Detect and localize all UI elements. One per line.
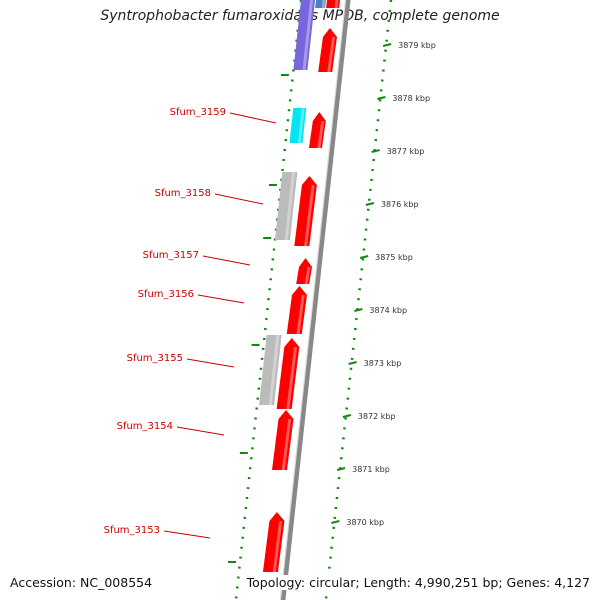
topology-text: Topology: circular; Length: 4,990,251 bp…	[244, 575, 592, 590]
kbp-tick-mark	[331, 520, 340, 524]
kbp-tick-label: 3876 kbp	[381, 200, 419, 209]
outer-dotted-track	[324, 0, 393, 600]
gene-label-leader	[229, 112, 277, 124]
kbp-tick-label: 3879 kbp	[398, 41, 436, 50]
gene-red-3155	[276, 338, 300, 409]
gene-gray-3158-shine	[284, 172, 296, 240]
gene-label: Sfum_3157	[143, 250, 199, 261]
genome-backbone	[280, 0, 351, 600]
kbp-tick-mark	[336, 467, 346, 471]
gene-blue-top-shine	[321, 0, 326, 8]
gene-red-3157-body	[296, 258, 313, 284]
gene-red-3158-body	[294, 176, 317, 246]
genome-backbone-highlight	[279, 0, 347, 600]
gene-cyan-3159-body	[289, 108, 307, 143]
gene-red-3159-shine	[317, 121, 325, 148]
kbp-tick-label: 3875 kbp	[375, 253, 413, 262]
gene-purple-top	[293, 0, 316, 70]
gene-red-3156-shine	[296, 295, 305, 334]
gene-purple-top-body	[293, 0, 316, 70]
gene-label: Sfum_3156	[138, 289, 194, 300]
kbp-tick-mark	[371, 149, 380, 153]
gene-cyan-3159	[289, 108, 307, 143]
gene-label-leader	[202, 255, 251, 266]
kbp-tick-label: 3870 kbp	[346, 518, 384, 527]
inner-dotted-track	[234, 0, 303, 600]
kbp-tick-label: 3872 kbp	[358, 412, 396, 421]
kbp-tick-label: 3878 kbp	[392, 94, 430, 103]
kbp-tick-mark	[354, 308, 363, 312]
gene-red-3158	[294, 176, 317, 246]
gene-purple-top-shine	[302, 0, 314, 70]
gene-label-leader	[163, 530, 211, 539]
gene-red-3153-body	[262, 512, 285, 572]
gene-label: Sfum_3158	[155, 188, 211, 199]
gene-red-3159	[308, 112, 326, 148]
gene-label: Sfum_3153	[104, 525, 160, 536]
gene-red-3155-body	[276, 338, 300, 409]
gene-red-3154-body	[272, 410, 294, 470]
gene-label-leader	[186, 358, 235, 368]
gene-label: Sfum_3155	[127, 353, 183, 364]
kbp-tick-mark	[382, 43, 392, 47]
gene-red-3157-shine	[304, 267, 311, 284]
kbp-tick-mark	[365, 202, 375, 206]
gene-cyan-3159-shine	[297, 108, 305, 143]
gene-label-leader	[214, 193, 264, 205]
gene-label-leader	[176, 426, 225, 436]
gene-red-3153	[262, 512, 285, 572]
kbp-tick-mark	[348, 361, 357, 365]
gene-red-3155-shine	[286, 347, 298, 409]
gene-red-3160-shine	[327, 37, 336, 72]
gene-red-3159-body	[308, 112, 326, 148]
gene-red-top-partial	[326, 0, 341, 8]
gene-red-3157	[296, 258, 313, 284]
gene-red-top-partial-shine	[334, 0, 339, 8]
gene-gray-3155-shine	[268, 335, 280, 405]
kbp-tick-mark	[359, 255, 369, 259]
gene-red-3153-shine	[272, 521, 283, 572]
gene-gray-3155-body	[259, 335, 282, 405]
kbp-tick-label: 3874 kbp	[369, 306, 407, 315]
gene-red-top-partial-body	[326, 0, 341, 8]
gene-red-3158-shine	[304, 185, 315, 246]
gene-gray-3158	[274, 172, 298, 240]
kbp-tick-label: 3877 kbp	[387, 147, 425, 156]
gene-gray-3158-body	[274, 172, 298, 240]
gene-red-3154	[272, 410, 294, 470]
gene-blue-top	[315, 0, 327, 8]
kbp-tick-label: 3873 kbp	[364, 359, 402, 368]
gene-red-3160-body	[318, 28, 337, 72]
kbp-tick-label: 3871 kbp	[352, 465, 390, 474]
gene-red-3156-body	[286, 286, 307, 334]
gene-label: Sfum_3159	[170, 107, 226, 118]
gene-red-3160	[318, 28, 337, 72]
accession-text: Accession: NC_008554	[8, 575, 155, 590]
kbp-tick-mark	[342, 414, 352, 418]
kbp-tick-mark	[377, 96, 386, 100]
gene-blue-top-body	[315, 0, 327, 8]
gene-gray-3155	[259, 335, 282, 405]
gene-red-3154-shine	[281, 419, 292, 470]
gene-label: Sfum_3154	[117, 421, 173, 432]
gene-label-leader	[197, 294, 245, 304]
gene-red-3156	[286, 286, 307, 334]
